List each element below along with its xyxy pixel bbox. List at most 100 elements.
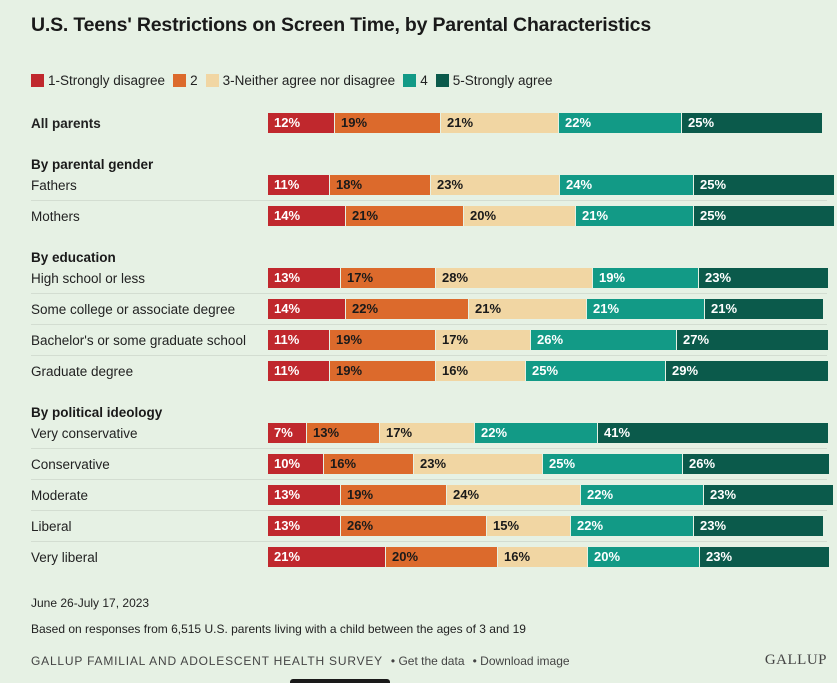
bar-segment: 23%	[699, 268, 828, 288]
bar-segment: 26%	[341, 516, 487, 536]
bar-segment: 13%	[268, 516, 341, 536]
bar-segment: 22%	[559, 113, 682, 133]
legend-item: 2	[173, 73, 198, 88]
bar-segment: 20%	[588, 547, 700, 567]
stacked-bar: 11% 18% 23% 24% 25%	[268, 175, 834, 195]
bar-segment: 21%	[346, 206, 464, 226]
gallup-logo: GALLUP	[764, 652, 827, 668]
download-image-link[interactable]: • Download image	[472, 654, 570, 668]
bar-segment: 15%	[487, 516, 571, 536]
bar-segment: 16%	[436, 361, 526, 381]
stacked-bar: 12% 19% 21% 22% 25%	[268, 113, 822, 133]
row-label: Some college or associate degree	[31, 302, 236, 317]
legend: 1-Strongly disagree 2 3-Neither agree nor …	[31, 73, 561, 88]
stacked-bar: 14% 21% 20% 21% 25%	[268, 206, 834, 226]
bar-segment: 28%	[436, 268, 593, 288]
legend-item: 1-Strongly disagree	[31, 73, 165, 88]
get-data-link[interactable]: • Get the data	[390, 654, 465, 668]
row-label: All parents	[31, 116, 101, 131]
row-label: Very liberal	[31, 550, 98, 565]
legend-swatch	[173, 74, 187, 87]
bar-segment: 13%	[268, 485, 341, 505]
bar-segment: 25%	[694, 175, 834, 195]
bar-segment: 16%	[324, 454, 414, 474]
bar-segment: 19%	[330, 361, 436, 381]
bar-segment: 19%	[341, 485, 447, 505]
bar-segment: 21%	[268, 547, 386, 567]
stacked-bar: 11% 19% 16% 25% 29%	[268, 361, 828, 381]
legend-label: 3-Neither agree nor disagree	[222, 73, 396, 88]
footnote-basis: Based on responses from 6,515 U.S. paren…	[31, 622, 526, 636]
bar-segment: 20%	[464, 206, 576, 226]
legend-swatch	[31, 74, 44, 87]
bar-segment: 23%	[700, 547, 829, 567]
row-divider	[31, 355, 827, 356]
bar-segment: 13%	[268, 268, 341, 288]
bar-segment: 26%	[531, 330, 677, 350]
group-label: By parental gender	[31, 157, 154, 172]
bar-segment: 7%	[268, 423, 307, 443]
bar-segment: 25%	[694, 206, 834, 226]
row-divider	[31, 293, 827, 294]
bar-segment: 11%	[268, 175, 330, 195]
bar-segment: 13%	[307, 423, 380, 443]
bar-segment: 16%	[498, 547, 588, 567]
bar-segment: 21%	[576, 206, 694, 226]
bar-segment: 12%	[268, 113, 335, 133]
bar-segment: 17%	[436, 330, 531, 350]
bar-segment: 25%	[543, 454, 683, 474]
bar-segment: 11%	[268, 330, 330, 350]
bar-segment: 23%	[431, 175, 560, 195]
bar-segment: 11%	[268, 361, 330, 381]
bar-segment: 24%	[560, 175, 694, 195]
bar-segment: 22%	[581, 485, 704, 505]
bar-segment: 26%	[683, 454, 829, 474]
row-label: Graduate degree	[31, 364, 134, 379]
legend-label: 1-Strongly disagree	[48, 73, 166, 88]
stacked-bar: 7% 13% 17% 22% 41%	[268, 423, 828, 443]
bar-segment: 24%	[447, 485, 581, 505]
bar-segment: 17%	[380, 423, 475, 443]
legend-item: 5-Strongly agree	[435, 73, 553, 88]
bar-segment: 25%	[682, 113, 822, 133]
bar-segment: 18%	[330, 175, 431, 195]
legend-swatch	[205, 74, 219, 87]
row-divider	[31, 200, 827, 201]
bar-segment: 29%	[666, 361, 828, 381]
bar-segment: 14%	[268, 299, 346, 319]
bar-segment: 14%	[268, 206, 346, 226]
bar-segment: 22%	[475, 423, 598, 443]
row-divider	[31, 448, 827, 449]
row-label: Liberal	[31, 519, 72, 534]
stacked-bar: 10% 16% 23% 25% 26%	[268, 454, 829, 474]
source-name: Gallup Familial and Adolescent Health Su…	[31, 654, 383, 668]
group-label: By education	[31, 250, 116, 265]
stacked-bar: 11% 19% 17% 26% 27%	[268, 330, 828, 350]
bar-segment: 23%	[704, 485, 833, 505]
bar-segment: 22%	[571, 516, 694, 536]
row-label: Mothers	[31, 209, 80, 224]
legend-label: 2	[190, 73, 198, 88]
bar-segment: 41%	[598, 423, 828, 443]
row-label: Very conservative	[31, 426, 138, 441]
stacked-bar: 14% 22% 21% 21% 21%	[268, 299, 823, 319]
scroll-handle[interactable]	[290, 679, 390, 683]
row-label: Fathers	[31, 178, 77, 193]
legend-swatch	[403, 74, 417, 87]
bar-segment: 19%	[593, 268, 699, 288]
legend-label: 5-Strongly agree	[452, 73, 553, 88]
stacked-bar: 13% 26% 15% 22% 23%	[268, 516, 823, 536]
row-divider	[31, 541, 827, 542]
bar-segment: 23%	[414, 454, 543, 474]
legend-label: 4	[420, 73, 428, 88]
stacked-bar: 13% 19% 24% 22% 23%	[268, 485, 833, 505]
bar-segment: 19%	[330, 330, 436, 350]
bar-segment: 21%	[705, 299, 823, 319]
stacked-bar: 21% 20% 16% 20% 23%	[268, 547, 829, 567]
row-label: High school or less	[31, 271, 146, 286]
row-label: Conservative	[31, 457, 110, 472]
group-label: By political ideology	[31, 405, 163, 420]
legend-item: 4	[403, 73, 428, 88]
row-divider	[31, 324, 827, 325]
bar-segment: 20%	[386, 547, 498, 567]
